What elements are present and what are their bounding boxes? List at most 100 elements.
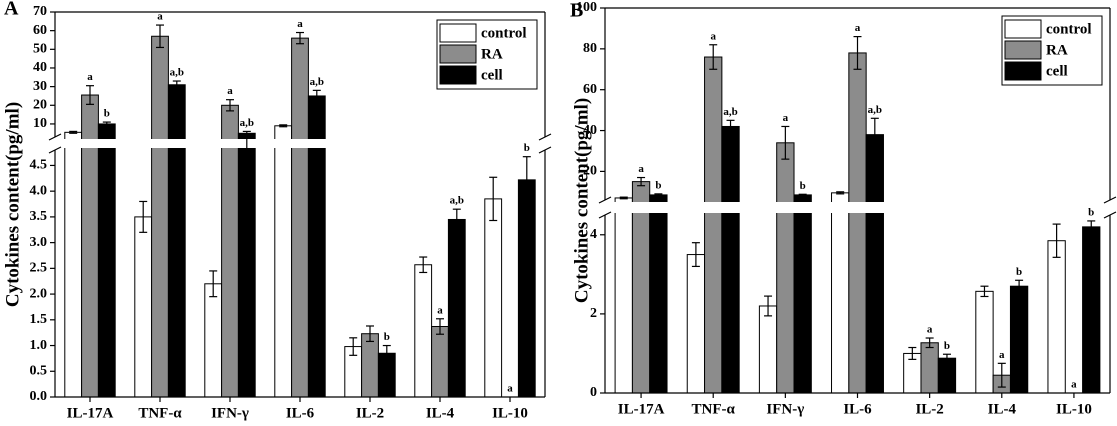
y-tick-label: 60 (583, 82, 597, 97)
x-tick-label: TNF-α (692, 401, 736, 417)
annotation: b (655, 179, 661, 191)
bar (614, 197, 633, 394)
annotation: a (507, 383, 513, 395)
bar (686, 254, 706, 394)
bar (865, 134, 884, 394)
annotation: a (638, 163, 644, 175)
bar (975, 290, 994, 394)
x-tick-label: IL-4 (988, 401, 1017, 417)
bar (274, 125, 293, 398)
legend-swatch (1004, 61, 1042, 81)
bar (291, 37, 309, 398)
bar (151, 35, 169, 398)
annotation: b (1016, 266, 1022, 278)
annotation: b (524, 142, 530, 154)
legend-label: control (1046, 21, 1092, 37)
x-tick-label: IFN-γ (766, 401, 804, 417)
x-tick-label: IL-2 (915, 401, 943, 417)
break-mark (598, 211, 612, 219)
bar (431, 326, 449, 398)
y-tick-label: 3.5 (30, 209, 48, 224)
bar (1047, 240, 1066, 394)
bar (447, 218, 466, 398)
x-tick-label: IL-17A (67, 405, 114, 421)
bar (484, 198, 503, 398)
annotation: a,b (450, 195, 464, 207)
x-tick-label: IL-2 (356, 405, 384, 421)
bar (704, 56, 723, 394)
bar (361, 333, 379, 398)
y-tick-label: 60 (33, 23, 47, 38)
bar (937, 357, 957, 394)
annotation: a,b (723, 106, 737, 118)
bar (848, 52, 867, 394)
y-tick-label: 50 (33, 42, 47, 57)
y-tick-label: 0.0 (30, 389, 48, 404)
legend-swatch (439, 23, 477, 43)
legend-swatch (1004, 40, 1042, 60)
x-tick-label: IL-6 (843, 401, 872, 417)
axis-break-gap (597, 202, 1117, 213)
break-mark (48, 146, 62, 154)
x-tick-label: TNF-α (138, 405, 182, 421)
annotation: a (855, 22, 861, 34)
y-tick-label: 1.5 (30, 312, 48, 327)
x-tick-label: IL-6 (286, 405, 315, 421)
y-tick-label: 3.0 (30, 235, 48, 250)
bar (64, 131, 83, 398)
annotation: a (157, 11, 163, 23)
x-tick-label: IL-10 (492, 405, 528, 421)
annotation: a (87, 71, 93, 83)
y-axis-label: Cytokines content(pg/ml) (2, 102, 23, 307)
y-tick-label: 70 (33, 4, 47, 19)
legend-label: cell (481, 67, 503, 83)
bar (758, 305, 778, 394)
annotation: a (297, 18, 303, 30)
bar (1082, 226, 1101, 394)
annotation: b (944, 340, 950, 352)
y-tick-label: 2.5 (30, 261, 48, 276)
panel-label: A (4, 0, 19, 20)
bar (134, 216, 153, 398)
break-mark (538, 146, 552, 154)
bar (920, 342, 939, 394)
bar (649, 194, 668, 394)
bar (517, 179, 536, 398)
y-tick-label: 30 (33, 79, 47, 94)
annotation: b (1088, 206, 1094, 218)
x-tick-label: IL-10 (1056, 401, 1092, 417)
y-tick-label: 2 (590, 306, 597, 321)
annotation: a,b (170, 67, 184, 79)
bar (221, 104, 239, 398)
legend-swatch (439, 65, 477, 85)
annotation: b (800, 180, 806, 192)
x-tick-label: IL-4 (426, 405, 455, 421)
bar (631, 181, 651, 394)
y-tick-label: 4.0 (30, 183, 48, 198)
y-tick-label: 2.0 (30, 286, 48, 301)
x-tick-label: IL-17A (618, 401, 665, 417)
annotation: a (227, 85, 233, 97)
annotation: a,b (868, 104, 882, 116)
y-tick-label: 0.5 (30, 363, 48, 378)
annotation: b (104, 108, 110, 120)
y-tick-label: 100 (576, 0, 597, 15)
axis-break-gap (47, 139, 553, 148)
annotation: a,b (240, 117, 254, 129)
y-tick-label: 40 (33, 60, 47, 75)
y-tick-label: 4.5 (30, 158, 48, 173)
break-mark (538, 133, 552, 141)
annotation: b (384, 331, 390, 343)
y-tick-label: 0 (590, 385, 597, 400)
annotation: a,b (310, 76, 324, 88)
break-mark (598, 196, 612, 204)
break-mark (1103, 196, 1117, 204)
legend-label: control (481, 25, 527, 41)
bar (721, 125, 740, 394)
legend-swatch (439, 44, 477, 64)
break-mark (1103, 211, 1117, 219)
bar (97, 123, 116, 398)
legend-label: RA (1046, 42, 1068, 58)
x-tick-label: IFN-γ (211, 405, 249, 421)
